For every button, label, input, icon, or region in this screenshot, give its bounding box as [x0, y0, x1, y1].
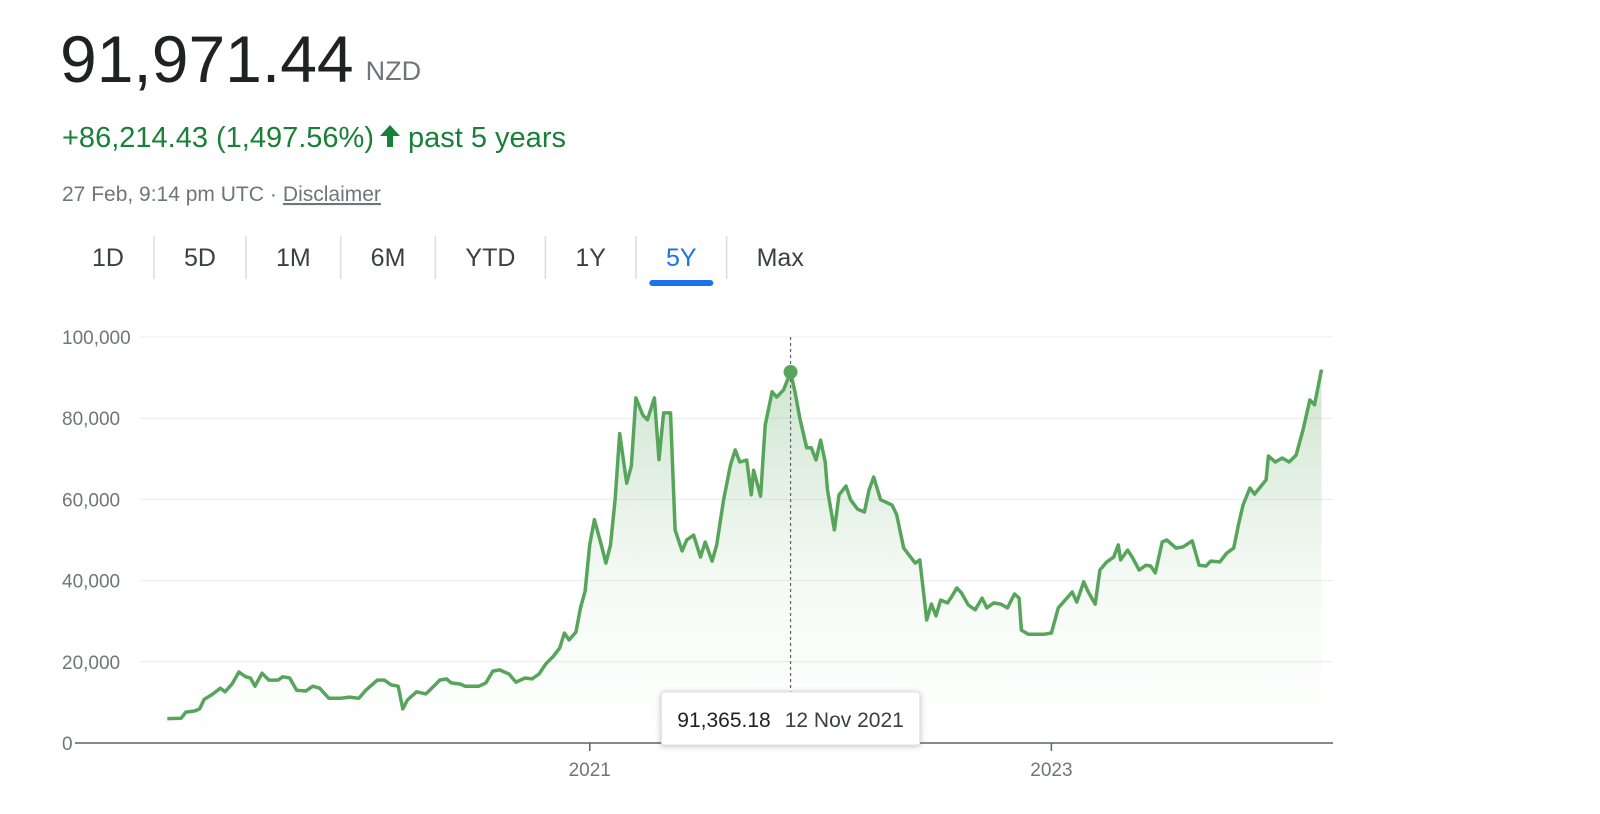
range-tab[interactable]: 1Y — [575, 244, 606, 272]
x-tick-label: 2021 — [569, 760, 611, 781]
tooltip-date: 12 Nov 2021 — [785, 709, 904, 732]
y-tick-label: 40,000 — [62, 572, 120, 593]
range-tab[interactable]: 5D — [184, 244, 216, 272]
area — [167, 369, 1322, 743]
y-tick-label: 20,000 — [62, 653, 120, 674]
up-arrow — [380, 125, 400, 147]
range-tab[interactable]: 6M — [371, 244, 406, 272]
range-tab[interactable]: 1M — [276, 244, 311, 272]
separator: · — [270, 183, 277, 206]
hover-dot — [783, 365, 798, 380]
timestamp: 27 Feb, 9:14 pm UTC — [62, 183, 264, 206]
range-tab[interactable]: 1D — [92, 244, 124, 272]
period: past 5 years — [408, 122, 566, 154]
currency: NZD — [366, 56, 422, 86]
y-tick-label: 80,000 — [62, 409, 120, 430]
change: +86,214.43 (1,497.56%) — [62, 122, 374, 154]
tooltip-box — [660, 691, 921, 746]
plot: 0 20,000 40,000 60,000 80,000 100,000 2021 2023… — [62, 328, 1333, 781]
price: 91,971.44 — [60, 22, 354, 96]
range-tabs: 1D 5D 1M 6M YTD 1Y 5Y Max — [92, 236, 804, 286]
disclaimer-link[interactable]: Disclaimer — [283, 183, 381, 206]
y-tick-label: 100,000 — [62, 328, 131, 349]
range-tab[interactable]: 5Y — [666, 244, 697, 272]
y-tick-label: 0 — [62, 734, 73, 755]
x-tick-label: 2023 — [1030, 760, 1072, 781]
price-line — [167, 369, 1324, 721]
y-tick-label: 60,000 — [62, 490, 120, 511]
tooltip-value: 91,365.18 — [677, 709, 770, 732]
range-tab[interactable]: YTD — [465, 244, 515, 272]
tab-underline — [649, 280, 714, 286]
range-tab[interactable]: Max — [757, 244, 805, 272]
